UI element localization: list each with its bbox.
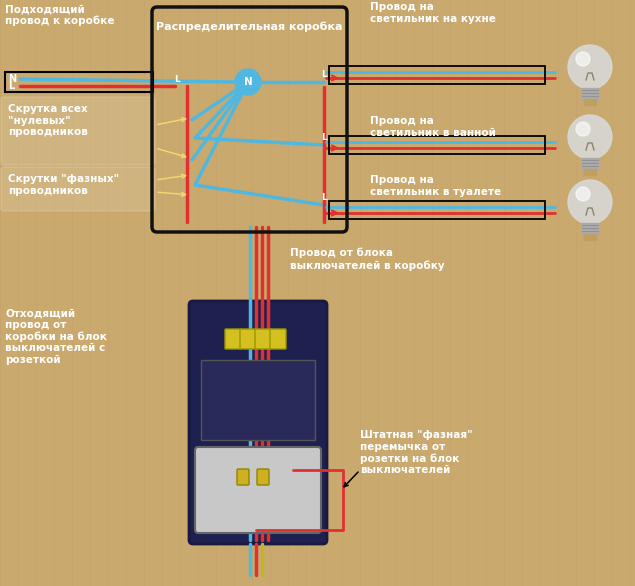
Text: Провод от блока
выключателей в коробку: Провод от блока выключателей в коробку <box>290 248 444 271</box>
Bar <box>329 136 545 154</box>
Text: Штатная "фазная"
перемычка от
розетки на блок
выключателей: Штатная "фазная" перемычка от розетки на… <box>360 430 472 475</box>
FancyBboxPatch shape <box>195 447 321 533</box>
FancyBboxPatch shape <box>255 329 271 349</box>
Bar <box>584 99 596 105</box>
Text: L: L <box>8 81 14 91</box>
Bar <box>582 88 598 100</box>
Bar <box>329 66 545 84</box>
FancyBboxPatch shape <box>240 329 256 349</box>
Circle shape <box>576 122 590 136</box>
Circle shape <box>568 180 612 224</box>
FancyBboxPatch shape <box>225 329 241 349</box>
Bar <box>582 223 598 235</box>
Text: Скрутка всех
"нулевых"
проводников: Скрутка всех "нулевых" проводников <box>8 104 88 137</box>
Bar <box>329 201 545 219</box>
Text: N: N <box>244 77 252 87</box>
FancyBboxPatch shape <box>1 167 155 211</box>
Bar <box>5 72 153 92</box>
Text: L: L <box>174 75 180 84</box>
Circle shape <box>576 52 590 66</box>
Text: L: L <box>321 133 327 142</box>
Circle shape <box>568 115 612 159</box>
Circle shape <box>568 45 612 89</box>
Text: N: N <box>8 74 16 84</box>
Text: Скрутки "фазных"
проводников: Скрутки "фазных" проводников <box>8 174 119 196</box>
Bar <box>584 169 596 175</box>
FancyBboxPatch shape <box>1 97 155 165</box>
Circle shape <box>235 69 261 95</box>
Bar <box>584 234 596 240</box>
Text: Провод на
светильник в ванной: Провод на светильник в ванной <box>370 116 496 138</box>
Text: Подходящий
провод к коробке: Подходящий провод к коробке <box>5 4 114 26</box>
Text: L: L <box>321 70 327 79</box>
Text: L: L <box>321 193 327 202</box>
Bar <box>582 158 598 170</box>
Circle shape <box>576 187 590 201</box>
FancyBboxPatch shape <box>257 469 269 485</box>
Text: Провод на
светильник на кухне: Провод на светильник на кухне <box>370 2 496 23</box>
FancyBboxPatch shape <box>237 469 249 485</box>
FancyBboxPatch shape <box>189 301 327 544</box>
Text: Провод на
светильник в туалете: Провод на светильник в туалете <box>370 175 501 196</box>
Text: Отходящий
провод от
коробки на блок
выключателей с
розеткой: Отходящий провод от коробки на блок выкл… <box>5 308 107 365</box>
Bar <box>201 360 315 440</box>
FancyBboxPatch shape <box>270 329 286 349</box>
Text: Распределительная коробка: Распределительная коробка <box>156 22 343 32</box>
